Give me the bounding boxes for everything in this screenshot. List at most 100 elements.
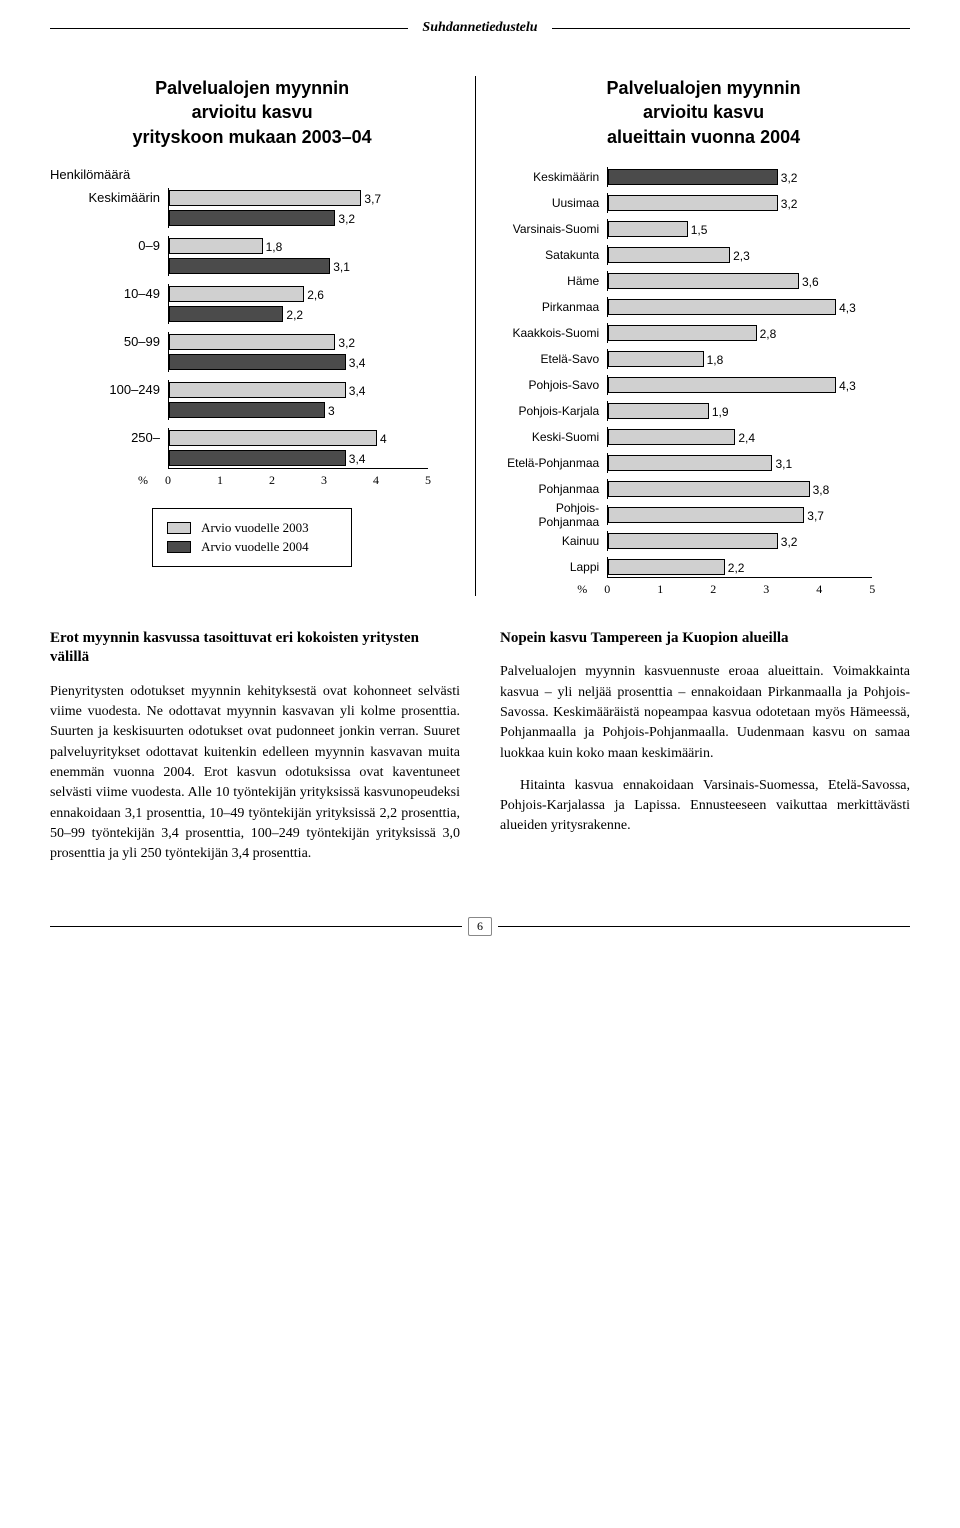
bar-label: 100–249	[50, 382, 168, 397]
bar-row: 3,4	[50, 352, 454, 372]
bar-value: 2,3	[729, 248, 750, 264]
bar-row: Kainuu3,2	[497, 531, 910, 551]
bar-row: Pohjois-Savo4,3	[497, 375, 910, 395]
bar-value: 3,7	[360, 191, 381, 207]
bar-row: Keskimäärin3,7	[50, 188, 454, 208]
bar-label: Lappi	[497, 560, 607, 574]
chart-left-ylabel: Henkilömäärä	[50, 167, 454, 182]
bar-value: 3,6	[798, 274, 819, 290]
x-tick: 3	[763, 582, 769, 597]
bar: 3,4	[169, 354, 346, 370]
bar: 3,8	[608, 481, 809, 497]
bar-row: Pirkanmaa4,3	[497, 297, 910, 317]
bar-area: 2,6	[168, 284, 454, 304]
bar-area: 3,2	[607, 531, 910, 551]
bar-value: 1,9	[708, 404, 729, 420]
bar: 2,8	[608, 325, 756, 341]
bar-row: Keski-Suomi2,4	[497, 427, 910, 447]
bar: 2,2	[608, 559, 725, 575]
bar: 4,3	[608, 299, 836, 315]
bar: 3,2	[169, 334, 335, 350]
bar-row: Keskimäärin3,2	[497, 167, 910, 187]
bar-row: Kaakkois-Suomi2,8	[497, 323, 910, 343]
t0: Palvelualojen myynnin	[155, 78, 349, 98]
legend-item: Arvio vuodelle 2004	[167, 539, 337, 555]
bar-value: 3,2	[334, 335, 355, 351]
chart-left-plot: Keskimäärin3,73,20–91,83,110–492,62,250–…	[50, 188, 454, 492]
bar-label: 50–99	[50, 334, 168, 349]
bar-label: Pohjois-Savo	[497, 378, 607, 392]
chart-right-plot: Keskimäärin3,2Uusimaa3,2Varsinais-Suomi1…	[497, 167, 910, 601]
bar-value: 1,8	[703, 352, 724, 368]
chart-left: Palvelualojen myynnin arvioitu kasvu yri…	[50, 76, 454, 601]
bar-value: 2,8	[756, 326, 777, 342]
para-right-2: Hitainta kasvua ennakoidaan Varsinais-Su…	[500, 776, 910, 837]
bar-area: 3,8	[607, 479, 910, 499]
bar: 3,6	[608, 273, 799, 289]
bar: 1,8	[169, 238, 263, 254]
bar: 3,4	[169, 382, 346, 398]
x-tick: 0	[604, 582, 610, 597]
bar: 3,7	[169, 190, 361, 206]
bar-value: 3,1	[329, 259, 350, 275]
subhead-right: Nopein kasvu Tampereen ja Kuopion alueil…	[500, 629, 910, 649]
bar-area: 3,2	[607, 167, 910, 187]
bar: 3,2	[608, 195, 778, 211]
bar: 3,1	[608, 455, 772, 471]
bar-area: 3,4	[168, 352, 454, 372]
bar-area: 1,8	[607, 349, 910, 369]
bar-label: 250–	[50, 430, 168, 445]
chart-right-title: Palvelualojen myynnin arvioitu kasvu alu…	[497, 76, 910, 149]
bar-area: 4	[168, 428, 454, 448]
rule-left	[50, 28, 408, 29]
bar-area: 2,2	[607, 557, 910, 577]
bar-label: Varsinais-Suomi	[497, 222, 607, 236]
page-number: 6	[468, 917, 492, 936]
bar-label: Kaakkois-Suomi	[497, 326, 607, 340]
bar-value: 2,2	[282, 307, 303, 323]
bar-value: 3,2	[334, 211, 355, 227]
bar-value: 2,4	[734, 430, 755, 446]
bar-value: 3,8	[809, 482, 830, 498]
bar-area: 3,1	[607, 453, 910, 473]
bar-row: 100–2493,4	[50, 380, 454, 400]
bar: 2,2	[169, 306, 283, 322]
bar-label: Keskimäärin	[50, 190, 168, 205]
bar-row: Lappi2,2	[497, 557, 910, 577]
legend-swatch	[167, 522, 191, 534]
bar-row: Etelä-Savo1,8	[497, 349, 910, 369]
body-left: Erot myynnin kasvussa tasoittuvat eri ko…	[50, 629, 460, 877]
bar-label: 0–9	[50, 238, 168, 253]
bar-value: 3,2	[777, 534, 798, 550]
bar-value: 3	[324, 403, 335, 419]
bar-row: Satakunta2,3	[497, 245, 910, 265]
bar-value: 3,4	[345, 451, 366, 467]
x-tick: 4	[816, 582, 822, 597]
bar-label: Etelä-Pohjanmaa	[497, 456, 607, 470]
x-tick: 4	[373, 473, 379, 488]
bar-row: 50–993,2	[50, 332, 454, 352]
bar-label: Pohjois-Pohjanmaa	[497, 501, 607, 529]
bar-value: 1,8	[262, 239, 283, 255]
rule-right	[552, 28, 910, 29]
bar-row: Pohjanmaa3,8	[497, 479, 910, 499]
bar-area: 3,2	[168, 332, 454, 352]
bar-area: 2,4	[607, 427, 910, 447]
bar-value: 3,1	[771, 456, 792, 472]
t0: Palvelualojen myynnin	[607, 78, 801, 98]
pct-label: %	[138, 473, 148, 488]
bar-area: 2,8	[607, 323, 910, 343]
x-tick: 1	[217, 473, 223, 488]
bar: 3,4	[169, 450, 346, 466]
bar-area: 2,3	[607, 245, 910, 265]
t1: arvioitu kasvu	[192, 102, 313, 122]
bar-row: 3	[50, 400, 454, 420]
legend-label: Arvio vuodelle 2003	[201, 520, 309, 536]
bar-area: 3,4	[168, 448, 454, 468]
bar-area: 3,4	[168, 380, 454, 400]
bar-value: 3,4	[345, 355, 366, 371]
bar-area: 4,3	[607, 297, 910, 317]
bar-row: 3,4	[50, 448, 454, 468]
bar-value: 3,2	[777, 170, 798, 186]
bar-row: 2,2	[50, 304, 454, 324]
